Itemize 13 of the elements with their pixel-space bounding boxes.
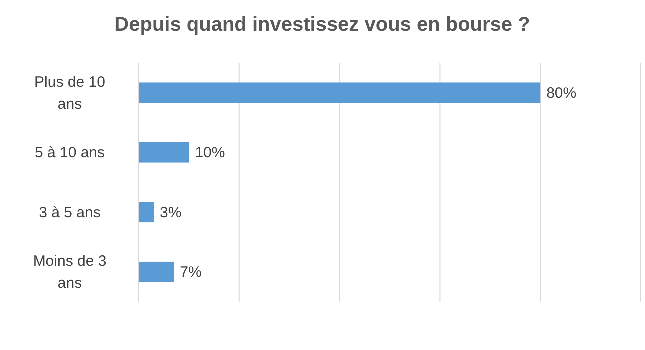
y-tick-label: 3 à 5 ans (39, 204, 101, 222)
data-label: 3% (160, 204, 182, 222)
bar (139, 82, 541, 104)
y-tick-label: Moins de 3 ans (33, 253, 107, 292)
chart-title: Depuis quand investissez vous en bourse ? (114, 14, 530, 36)
data-label: 80% (546, 84, 577, 102)
bar (139, 142, 190, 163)
data-label: 7% (180, 264, 202, 282)
data-label: 10% (195, 144, 226, 162)
bar (139, 202, 154, 223)
y-tick-label: 5 à 10 ans (34, 144, 106, 162)
y-tick-label: Plus de 10 ans (34, 74, 106, 113)
bar (139, 262, 174, 282)
